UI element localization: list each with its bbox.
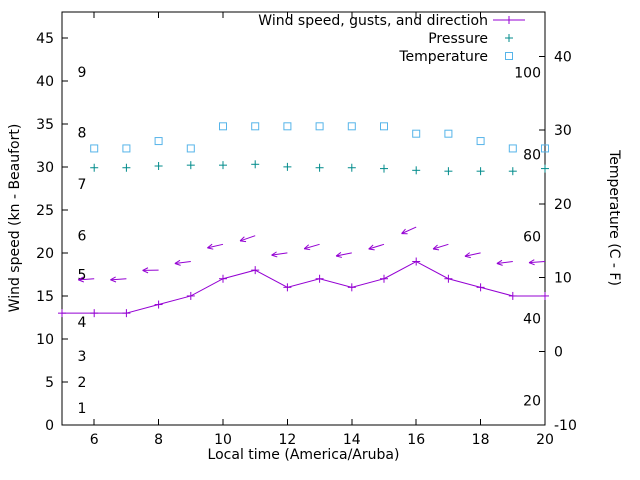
svg-text:Pressure: Pressure (428, 31, 488, 47)
svg-text:60: 60 (523, 230, 541, 246)
legend: Wind speed, gusts, and direction Pressure… (258, 13, 525, 65)
svg-text:40: 40 (36, 74, 54, 90)
svg-text:16: 16 (407, 432, 425, 448)
svg-text:25: 25 (36, 203, 54, 219)
svg-text:10: 10 (214, 432, 232, 448)
svg-text:1: 1 (78, 401, 87, 417)
svg-text:5: 5 (45, 375, 54, 391)
right-y-axis-label: Temperature (C - F) (606, 150, 622, 286)
svg-text:12: 12 (278, 432, 296, 448)
svg-text:Temperature: Temperature (398, 49, 488, 65)
svg-text:14: 14 (343, 432, 361, 448)
fahrenheit-scale-labels: 20 40 60 80 100 (514, 66, 541, 410)
svg-text:40: 40 (554, 49, 572, 65)
svg-text:8: 8 (154, 432, 163, 448)
svg-text:9: 9 (78, 65, 87, 81)
series-temperature (90, 122, 549, 153)
svg-text:80: 80 (523, 148, 541, 164)
series-pressure (90, 160, 549, 176)
svg-text:3: 3 (78, 349, 87, 365)
left-y-axis-label: Wind speed (kn - Beaufort) (7, 123, 23, 313)
axes (61, 11, 546, 426)
tick-labels: 6 8 10 12 14 16 18 20051015202530354045-1001020… (36, 31, 577, 448)
svg-text:100: 100 (514, 66, 541, 82)
svg-text:0: 0 (554, 344, 563, 360)
svg-text:6: 6 (78, 229, 87, 245)
svg-text:4: 4 (78, 315, 87, 331)
svg-text:45: 45 (36, 31, 54, 47)
svg-text:20: 20 (523, 393, 541, 409)
svg-text:8: 8 (78, 125, 87, 141)
svg-text:6: 6 (90, 432, 99, 448)
svg-text:7: 7 (78, 177, 87, 193)
svg-text:20: 20 (36, 246, 54, 262)
svg-text:20: 20 (536, 432, 554, 448)
svg-text:Wind speed, gusts, and directi: Wind speed, gusts, and direction (258, 13, 488, 29)
svg-text:35: 35 (36, 117, 54, 133)
svg-text:10: 10 (36, 332, 54, 348)
svg-text:20: 20 (554, 197, 572, 213)
svg-text:0: 0 (45, 418, 54, 434)
legend-marker-temperature (505, 52, 513, 60)
svg-text:30: 30 (36, 160, 54, 176)
svg-text:2: 2 (78, 375, 87, 391)
svg-text:15: 15 (36, 289, 54, 305)
svg-text:40: 40 (523, 311, 541, 327)
svg-text:30: 30 (554, 123, 572, 139)
beaufort-scale-labels: 1 2 3 4 5 6 7 8 9 (78, 65, 87, 417)
x-axis-label: Local time (America/Aruba) (207, 447, 400, 463)
legend-marker-pressure (505, 34, 513, 42)
svg-text:-10: -10 (554, 418, 577, 434)
svg-text:10: 10 (554, 271, 572, 287)
svg-text:5: 5 (78, 267, 87, 283)
legend-marker-wind (493, 16, 525, 24)
series-wind (58, 226, 549, 318)
svg-text:18: 18 (472, 432, 490, 448)
